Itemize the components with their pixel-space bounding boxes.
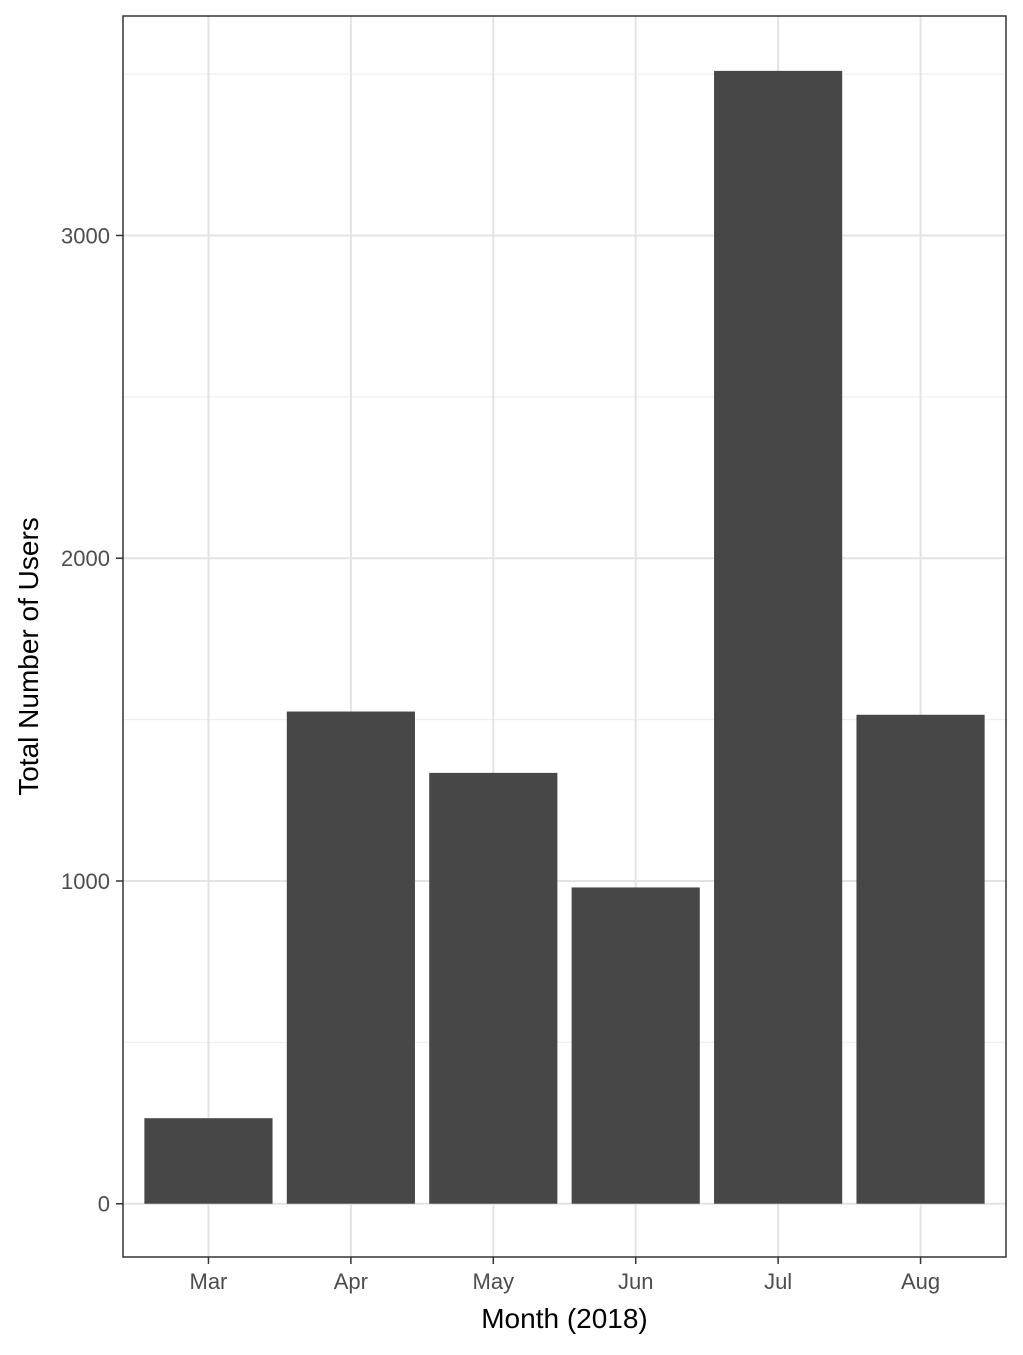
x-tick-label: Apr <box>334 1269 368 1294</box>
y-tick-label: 2000 <box>61 546 110 571</box>
bar-jul <box>714 70 843 1204</box>
y-axis-title: Total Number of Users <box>13 517 44 796</box>
x-tick-label: Jun <box>618 1269 653 1294</box>
x-tick-label: Aug <box>901 1269 940 1294</box>
bar-apr <box>286 711 415 1204</box>
y-tick-label: 1000 <box>61 869 110 894</box>
bar-jun <box>571 887 700 1204</box>
x-tick-label: May <box>473 1269 515 1294</box>
y-axis: 0 1000 2000 3000 <box>61 223 123 1217</box>
x-axis-title: Month (2018) <box>481 1303 648 1334</box>
x-tick-label: Mar <box>190 1269 228 1294</box>
y-tick-label: 0 <box>98 1192 110 1217</box>
plot-panel-border <box>122 15 1007 1258</box>
bar-may <box>429 772 558 1204</box>
bar-aug <box>856 714 985 1204</box>
bar-mar <box>144 1118 273 1204</box>
x-tick-label: Jul <box>764 1269 792 1294</box>
y-tick-label: 3000 <box>61 223 110 248</box>
x-axis: Mar Apr May Jun Jul Aug <box>190 1257 940 1294</box>
bars-group <box>144 70 985 1204</box>
